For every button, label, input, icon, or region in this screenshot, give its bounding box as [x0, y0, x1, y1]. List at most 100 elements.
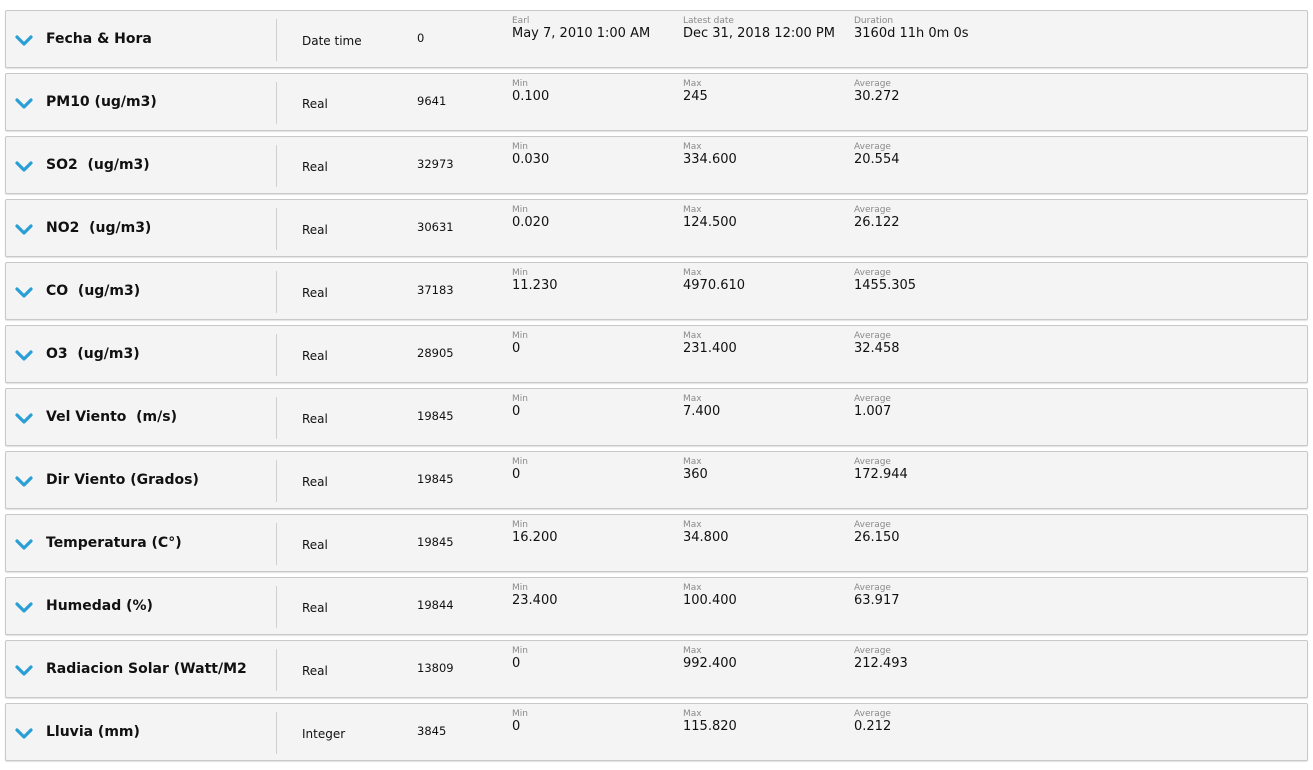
stat-1: Min 0: [512, 331, 657, 357]
stat-3-value: 0.212: [854, 719, 892, 734]
column-row[interactable]: NO2 (ug/m3) Real 30631 Min 0.020 Max 124…: [5, 199, 1308, 257]
stat-3-value: 63.917: [854, 593, 900, 608]
column-count: 0: [417, 31, 425, 45]
chevron-down-icon[interactable]: [14, 30, 34, 50]
column-name: O3 (ug/m3): [46, 346, 140, 362]
stat-1: Min 0: [512, 394, 657, 420]
stat-3-label: Average: [854, 142, 891, 152]
stat-3: Average 26.150: [854, 520, 1054, 546]
row-divider: [276, 271, 277, 313]
stat-3: Average 32.458: [854, 331, 1054, 357]
stat-1-value: 0: [512, 719, 521, 734]
column-row[interactable]: O3 (ug/m3) Real 28905 Min 0 Max 231.400 …: [5, 325, 1308, 383]
chevron-down-icon[interactable]: [14, 345, 34, 365]
stat-3: Average 0.212: [854, 709, 1054, 735]
chevron-down-icon[interactable]: [14, 282, 34, 302]
column-type: Real: [302, 160, 328, 174]
chevron-down-icon[interactable]: [14, 219, 34, 239]
column-count: 32973: [417, 157, 454, 171]
stat-2: Latest date Dec 31, 2018 12:00 PM: [683, 16, 848, 42]
row-divider: [276, 145, 277, 187]
column-type: Real: [302, 97, 328, 111]
column-count: 30631: [417, 220, 454, 234]
stat-3-label: Average: [854, 268, 891, 278]
stat-1: Min 0.030: [512, 142, 657, 168]
stat-1-value: 0.030: [512, 152, 550, 167]
stat-3-value: 1455.305: [854, 278, 917, 293]
column-count: 19845: [417, 472, 454, 486]
stat-2-value: 115.820: [683, 719, 737, 734]
row-divider: [276, 397, 277, 439]
column-count: 13809: [417, 661, 454, 675]
stat-2-label: Max: [683, 457, 702, 467]
stat-2: Max 34.800: [683, 520, 848, 546]
stat-3-value: 212.493: [854, 656, 908, 671]
column-name: Humedad (%): [46, 598, 153, 614]
stat-3-value: 32.458: [854, 341, 900, 356]
stat-1: Min 0: [512, 457, 657, 483]
chevron-down-icon[interactable]: [14, 597, 34, 617]
column-row[interactable]: Lluvia (mm) Integer 3845 Min 0 Max 115.8…: [5, 703, 1308, 761]
stat-2-label: Max: [683, 394, 702, 404]
column-name: SO2 (ug/m3): [46, 157, 150, 173]
column-type: Real: [302, 286, 328, 300]
stat-2: Max 100.400: [683, 583, 848, 609]
stat-1-value: 0: [512, 341, 521, 356]
chevron-down-icon[interactable]: [14, 156, 34, 176]
stat-1-value: 11.230: [512, 278, 558, 293]
column-row[interactable]: PM10 (ug/m3) Real 9641 Min 0.100 Max 245…: [5, 73, 1308, 131]
stat-2-label: Max: [683, 709, 702, 719]
stat-3-label: Average: [854, 646, 891, 656]
stat-1-label: Min: [512, 646, 528, 656]
stat-2-value: 992.400: [683, 656, 737, 671]
column-row[interactable]: Fecha & Hora Date time 0 Earliest date M…: [5, 10, 1308, 68]
stat-1-value: 23.400: [512, 593, 558, 608]
row-divider: [276, 649, 277, 691]
column-row[interactable]: CO (ug/m3) Real 37183 Min 11.230 Max 497…: [5, 262, 1308, 320]
chevron-down-icon[interactable]: [14, 534, 34, 554]
stat-1: Min 11.230: [512, 268, 657, 294]
row-divider: [276, 82, 277, 124]
stat-1-label: Min: [512, 331, 528, 341]
stat-2-value: 231.400: [683, 341, 737, 356]
stat-2: Max 7.400: [683, 394, 848, 420]
chevron-down-icon[interactable]: [14, 471, 34, 491]
row-divider: [276, 586, 277, 628]
column-count: 19844: [417, 598, 454, 612]
chevron-down-icon[interactable]: [14, 408, 34, 428]
column-row[interactable]: Radiacion Solar (Watt/M2) Real 13809 Min…: [5, 640, 1308, 698]
stat-3-label: Average: [854, 583, 891, 593]
stat-3-value: 1.007: [854, 404, 892, 419]
column-count: 19845: [417, 535, 454, 549]
column-row[interactable]: Temperatura (C°) Real 19845 Min 16.200 M…: [5, 514, 1308, 572]
stat-1-label: Min: [512, 583, 528, 593]
stat-3-value: 26.150: [854, 530, 900, 545]
stat-2-label: Max: [683, 268, 702, 278]
chevron-down-icon[interactable]: [14, 723, 34, 743]
chevron-down-icon[interactable]: [14, 660, 34, 680]
column-row[interactable]: Dir Viento (Grados) Real 19845 Min 0 Max…: [5, 451, 1308, 509]
column-type: Real: [302, 412, 328, 426]
stat-3-label: Average: [854, 205, 891, 215]
stat-1-label: Min: [512, 520, 528, 530]
stat-2-value: 34.800: [683, 530, 729, 545]
row-divider: [276, 460, 277, 502]
stat-2-value: 334.600: [683, 152, 737, 167]
stat-2: Max 360: [683, 457, 848, 483]
stat-1-label: Min: [512, 709, 528, 719]
stat-2: Max 115.820: [683, 709, 848, 735]
column-count: 28905: [417, 346, 454, 360]
stat-1-value: 16.200: [512, 530, 558, 545]
stat-1-label: Min: [512, 268, 528, 278]
stat-2-value: Dec 31, 2018 12:00 PM: [683, 26, 835, 41]
column-type: Real: [302, 475, 328, 489]
chevron-down-icon[interactable]: [14, 93, 34, 113]
stat-3: Average 1.007: [854, 394, 1054, 420]
column-row[interactable]: Humedad (%) Real 19844 Min 23.400 Max 10…: [5, 577, 1308, 635]
stat-3-value: 172.944: [854, 467, 908, 482]
stat-1-label: Earliest date: [512, 16, 530, 26]
column-row[interactable]: SO2 (ug/m3) Real 32973 Min 0.030 Max 334…: [5, 136, 1308, 194]
column-count: 37183: [417, 283, 454, 297]
column-name: CO (ug/m3): [46, 283, 141, 299]
column-row[interactable]: Vel Viento (m/s) Real 19845 Min 0 Max 7.…: [5, 388, 1308, 446]
